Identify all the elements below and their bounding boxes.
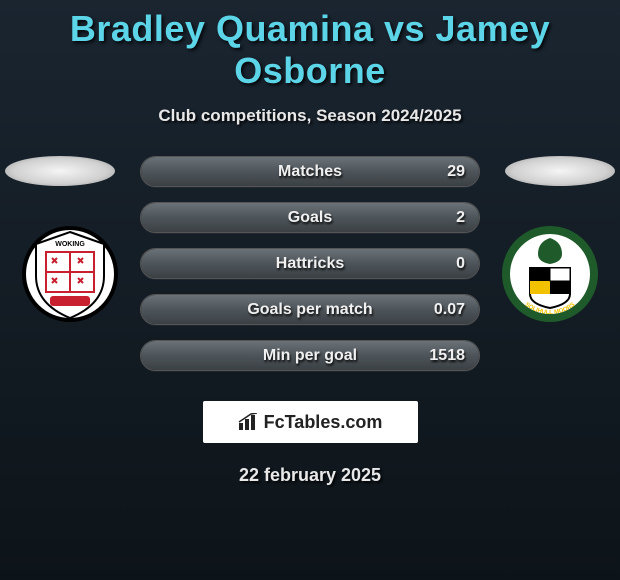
stat-rows: Matches 29 Goals 2 Hattricks 0 Goals per…	[140, 156, 480, 371]
stat-value-right: 29	[447, 163, 465, 181]
stat-row-hattricks: Hattricks 0	[140, 248, 480, 279]
subtitle: Club competitions, Season 2024/2025	[0, 106, 620, 126]
stat-row-matches: Matches 29	[140, 156, 480, 187]
stat-value-right: 0	[456, 255, 465, 273]
stat-value-right: 1518	[429, 347, 465, 365]
crest-left-text: WOKING	[55, 241, 85, 248]
stats-area: WOKING SOLIHULL MOORS Matches 29	[0, 156, 620, 486]
stat-row-min-per-goal: Min per goal 1518	[140, 340, 480, 371]
stat-label: Hattricks	[276, 255, 344, 273]
stat-value-right: 2	[456, 209, 465, 227]
player-left-platform	[5, 156, 115, 186]
solihull-moors-crest: SOLIHULL MOORS	[500, 224, 600, 324]
stat-row-goals-per-match: Goals per match 0.07	[140, 294, 480, 325]
date-line: 22 february 2025	[0, 465, 620, 486]
stat-row-goals: Goals 2	[140, 202, 480, 233]
player-right-platform	[505, 156, 615, 186]
stat-label: Matches	[278, 163, 342, 181]
stat-label: Min per goal	[263, 347, 357, 365]
stat-label: Goals per match	[247, 301, 372, 319]
fctables-logo-text: FcTables.com	[264, 412, 383, 433]
stat-value-right: 0.07	[434, 301, 465, 319]
fctables-logo-box: FcTables.com	[203, 401, 418, 443]
page-title: Bradley Quamina vs Jamey Osborne	[0, 0, 620, 92]
woking-fc-crest: WOKING	[20, 224, 120, 324]
bar-chart-icon	[238, 413, 260, 431]
stat-label: Goals	[288, 209, 332, 227]
fctables-logo: FcTables.com	[238, 412, 383, 433]
